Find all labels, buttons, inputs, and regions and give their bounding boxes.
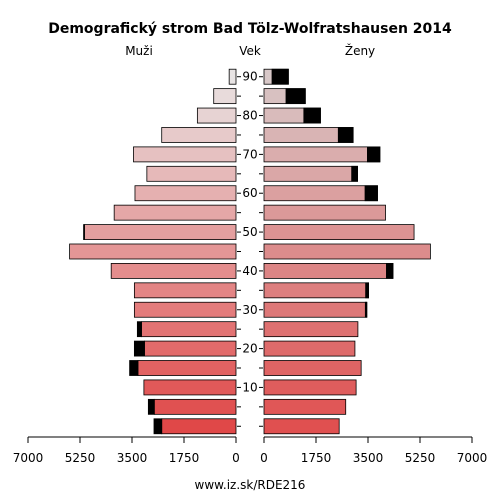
bar-men-30-34 xyxy=(133,301,237,318)
x-tick-label-women: 0 xyxy=(260,451,268,465)
x-axis-men: 0 1750 3500 5250 7000 xyxy=(13,436,240,465)
bar-women-excess-30-34 xyxy=(364,301,368,318)
bar-men-5-9 xyxy=(153,398,237,415)
bar-women-excess-90+ xyxy=(271,68,289,85)
bar-men-75-79 xyxy=(161,127,237,143)
bar-women-70-74 xyxy=(263,146,381,163)
bar-men-excess-5-9 xyxy=(147,398,155,415)
bar-women-excess-70-74 xyxy=(367,146,381,163)
age-axis-label: Vek xyxy=(239,44,261,58)
bar-women-20-24 xyxy=(263,340,356,357)
bar-women-15-19 xyxy=(263,360,362,376)
age-tick-label-90: 90 xyxy=(242,70,257,84)
bar-men-45-49 xyxy=(69,243,237,260)
age-tick-label-70: 70 xyxy=(242,147,257,161)
bar-men-85-89 xyxy=(213,88,237,105)
bar-women-excess-65-69 xyxy=(351,165,358,182)
bar-men-20-24 xyxy=(144,340,237,357)
bar-men-excess-20-24 xyxy=(133,340,145,357)
bar-women-25-29 xyxy=(263,321,359,338)
x-tick-label-women: 7000 xyxy=(457,451,488,465)
bar-women-65-69 xyxy=(263,165,358,182)
age-tick-label-80: 80 xyxy=(242,109,257,123)
age-tick-label-30: 30 xyxy=(242,303,257,317)
age-tick-label-60: 60 xyxy=(242,186,257,200)
bar-men-35-39 xyxy=(133,282,237,299)
x-tick-label-men: 7000 xyxy=(13,451,44,465)
chart-title: Demografický strom Bad Tölz-Wolfratshaus… xyxy=(48,21,452,37)
bar-women-55-59 xyxy=(263,204,386,221)
bar-women-35-39 xyxy=(263,282,369,299)
bar-women-40-44 xyxy=(263,263,394,279)
x-tick-label-women: 5250 xyxy=(405,451,436,465)
bar-women-5-9 xyxy=(263,398,347,415)
bar-women-excess-75-79 xyxy=(337,127,354,143)
bar-men-90+ xyxy=(228,68,237,85)
bar-women-excess-35-39 xyxy=(365,282,369,299)
bar-men-65-69 xyxy=(146,165,237,182)
x-tick-label-women: 1750 xyxy=(301,451,332,465)
bar-men-60-64 xyxy=(134,185,237,202)
bar-men-excess-25-29 xyxy=(136,321,142,338)
age-tick-label-20: 20 xyxy=(242,342,257,356)
bar-women-0-4 xyxy=(263,418,340,435)
bar-women-30-34 xyxy=(263,301,368,318)
bar-women-10-14 xyxy=(263,379,357,396)
bar-women-50-54 xyxy=(263,224,415,240)
bar-men-10-14 xyxy=(143,379,237,396)
x-axis-women: 0 1750 3500 5250 7000 xyxy=(260,436,488,465)
bar-men-15-19 xyxy=(137,360,237,376)
bar-men-25-29 xyxy=(141,321,237,338)
bar-women-60-64 xyxy=(263,185,378,202)
x-tick-label-men: 3500 xyxy=(117,451,148,465)
age-tick-label-50: 50 xyxy=(242,225,257,239)
women-label: Ženy xyxy=(345,43,375,58)
x-tick-label-men: 5250 xyxy=(65,451,96,465)
bar-men-50-54 xyxy=(84,224,237,240)
men-bars xyxy=(69,68,237,435)
men-label: Muži xyxy=(125,44,153,58)
footer-url: www.iz.sk/RDE216 xyxy=(195,478,306,492)
bar-men-70-74 xyxy=(133,146,237,163)
age-axis: 90 80 70 60 50 40 30 20 10 xyxy=(237,70,263,427)
bar-men-excess-50-54 xyxy=(83,224,85,240)
bar-men-80-84 xyxy=(196,107,237,124)
bar-men-0-4 xyxy=(161,418,237,435)
bar-men-excess-15-19 xyxy=(129,360,139,376)
bar-women-excess-80-84 xyxy=(303,107,321,124)
bar-women-45-49 xyxy=(263,243,431,260)
bar-women-excess-40-44 xyxy=(386,263,394,279)
bar-men-excess-0-4 xyxy=(153,418,163,435)
bar-women-excess-85-89 xyxy=(285,88,306,105)
x-tick-label-men: 1750 xyxy=(169,451,200,465)
bar-men-40-44 xyxy=(110,263,237,279)
bar-men-55-59 xyxy=(113,204,237,221)
age-tick-label-40: 40 xyxy=(242,264,257,278)
x-tick-label-men: 0 xyxy=(232,451,240,465)
x-tick-label-women: 3500 xyxy=(353,451,384,465)
age-tick-label-10: 10 xyxy=(242,380,257,394)
women-bars xyxy=(263,68,431,435)
bar-women-excess-60-64 xyxy=(364,185,378,202)
